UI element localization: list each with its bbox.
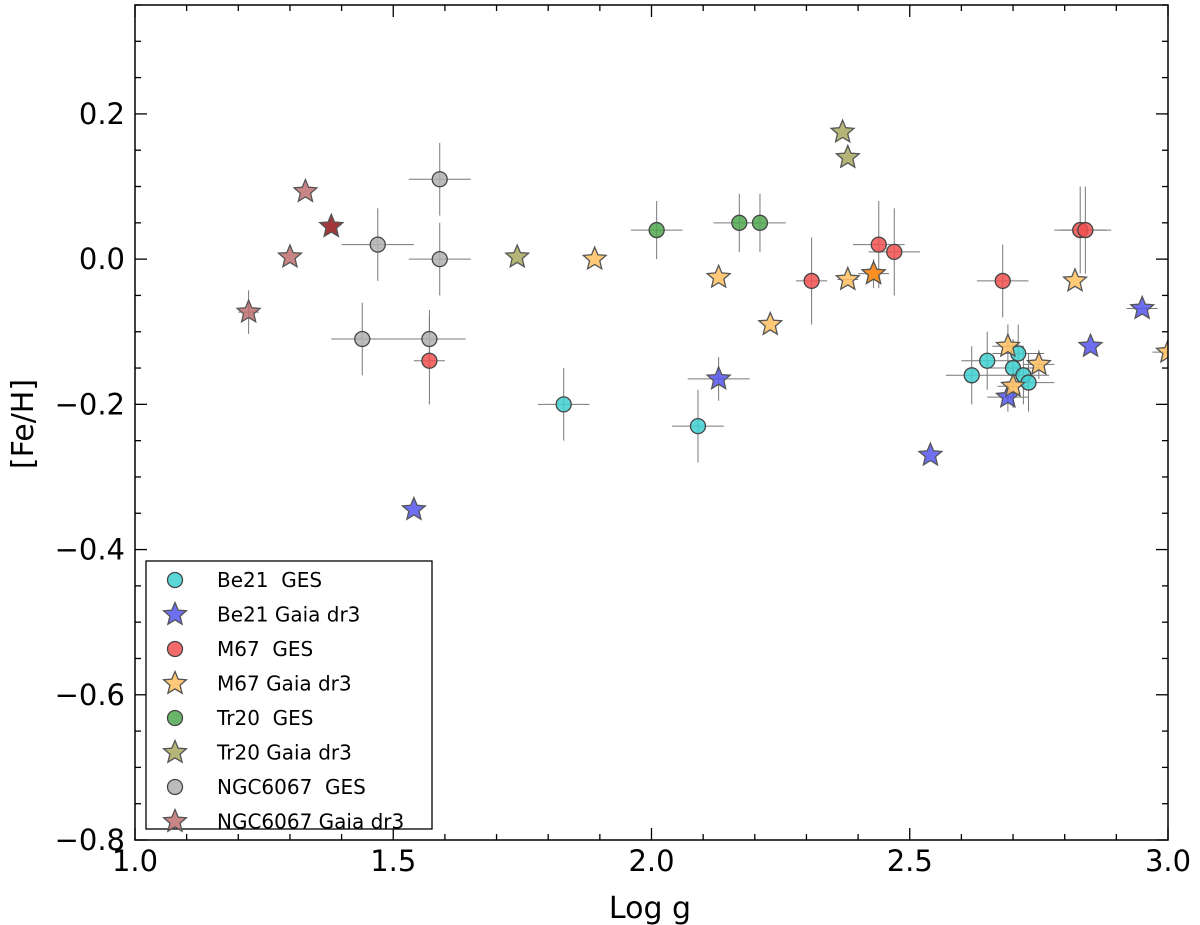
axis-ticks xyxy=(134,4,1169,841)
legend-marker xyxy=(161,738,189,764)
legend-marker xyxy=(166,640,184,658)
x-tick-label: 2.0 xyxy=(628,844,674,878)
data-point xyxy=(1025,350,1052,376)
data-point xyxy=(504,243,531,269)
x-tick-labels: 1.0 1.5 2.0 2.5 3.0 xyxy=(112,844,1191,878)
data-point xyxy=(369,236,386,253)
data-point xyxy=(689,417,707,435)
legend-marker xyxy=(166,709,184,727)
y-tick-label: −0.6 xyxy=(55,678,125,712)
data-point xyxy=(834,143,861,169)
legend: Be21 GES Be21 Gaia dr3 M67 GES M67 Gaia dr3… xyxy=(145,560,433,834)
data-point xyxy=(555,396,572,413)
data-point xyxy=(1077,221,1094,239)
legend-label: M67 Gaia dr3 xyxy=(217,672,352,696)
data-point xyxy=(235,298,262,324)
legend-marker xyxy=(166,571,184,589)
x-tick-label: 1.0 xyxy=(112,844,158,878)
legend-box xyxy=(145,560,433,830)
legend-label: Tr20 Gaia dr3 xyxy=(216,741,352,765)
data-point xyxy=(963,367,980,384)
data-point xyxy=(829,118,856,144)
x-tick-label: 1.5 xyxy=(370,844,416,878)
y-tick-label: 0.2 xyxy=(79,97,125,131)
data-point xyxy=(421,352,438,369)
data-point xyxy=(731,214,748,231)
x-axis-label: Log g xyxy=(609,891,691,925)
legend-label: M67 GES xyxy=(217,637,313,661)
data-point xyxy=(400,495,427,521)
data-point xyxy=(1077,332,1104,358)
data-point xyxy=(994,332,1021,358)
data-point xyxy=(292,177,319,203)
data-point xyxy=(421,330,438,348)
x-tick-label: 2.5 xyxy=(887,844,933,878)
data-point xyxy=(757,310,784,336)
data-markers xyxy=(235,118,1168,521)
y-tick-label: −0.2 xyxy=(55,387,125,421)
legend-label: NGC6067 Gaia dr3 xyxy=(217,810,404,834)
legend-marker xyxy=(161,807,189,833)
legend-label: Be21 GES xyxy=(217,568,322,592)
data-point xyxy=(1129,294,1156,320)
data-point xyxy=(751,214,769,231)
data-point xyxy=(917,441,944,467)
y-tick-label: 0.0 xyxy=(79,242,125,276)
data-point xyxy=(979,352,996,369)
legend-label: Be21 Gaia dr3 xyxy=(217,603,360,627)
data-point xyxy=(803,272,820,290)
legend-label: Tr20 GES xyxy=(216,706,314,730)
data-point xyxy=(705,365,732,390)
data-point xyxy=(999,372,1027,398)
data-point xyxy=(705,263,732,289)
overlap-point xyxy=(318,212,345,238)
data-point xyxy=(276,243,304,269)
legend-marker xyxy=(161,669,189,695)
data-point xyxy=(581,245,608,271)
data-point xyxy=(994,272,1011,290)
data-point xyxy=(431,171,448,188)
y-axis-label: [Fe/H] xyxy=(6,379,41,469)
data-point xyxy=(886,243,903,261)
data-point xyxy=(1154,338,1168,364)
data-point xyxy=(354,330,371,348)
data-point xyxy=(870,236,887,253)
legend-marker xyxy=(161,600,189,626)
y-tick-labels: −0.8 −0.6 −0.4 −0.2 0.0 0.2 xyxy=(55,97,125,857)
legend-label: NGC6067 GES xyxy=(217,775,366,799)
data-point xyxy=(648,221,665,239)
data-point xyxy=(834,265,861,291)
y-tick-label: −0.4 xyxy=(55,533,125,567)
error-bars xyxy=(238,142,1168,463)
data-point xyxy=(431,250,448,268)
x-tick-label: 3.0 xyxy=(1145,844,1191,878)
legend-marker xyxy=(166,778,184,796)
y-tick-label: −0.8 xyxy=(55,823,125,857)
data-point xyxy=(1061,267,1088,292)
overlap-point xyxy=(860,260,887,285)
